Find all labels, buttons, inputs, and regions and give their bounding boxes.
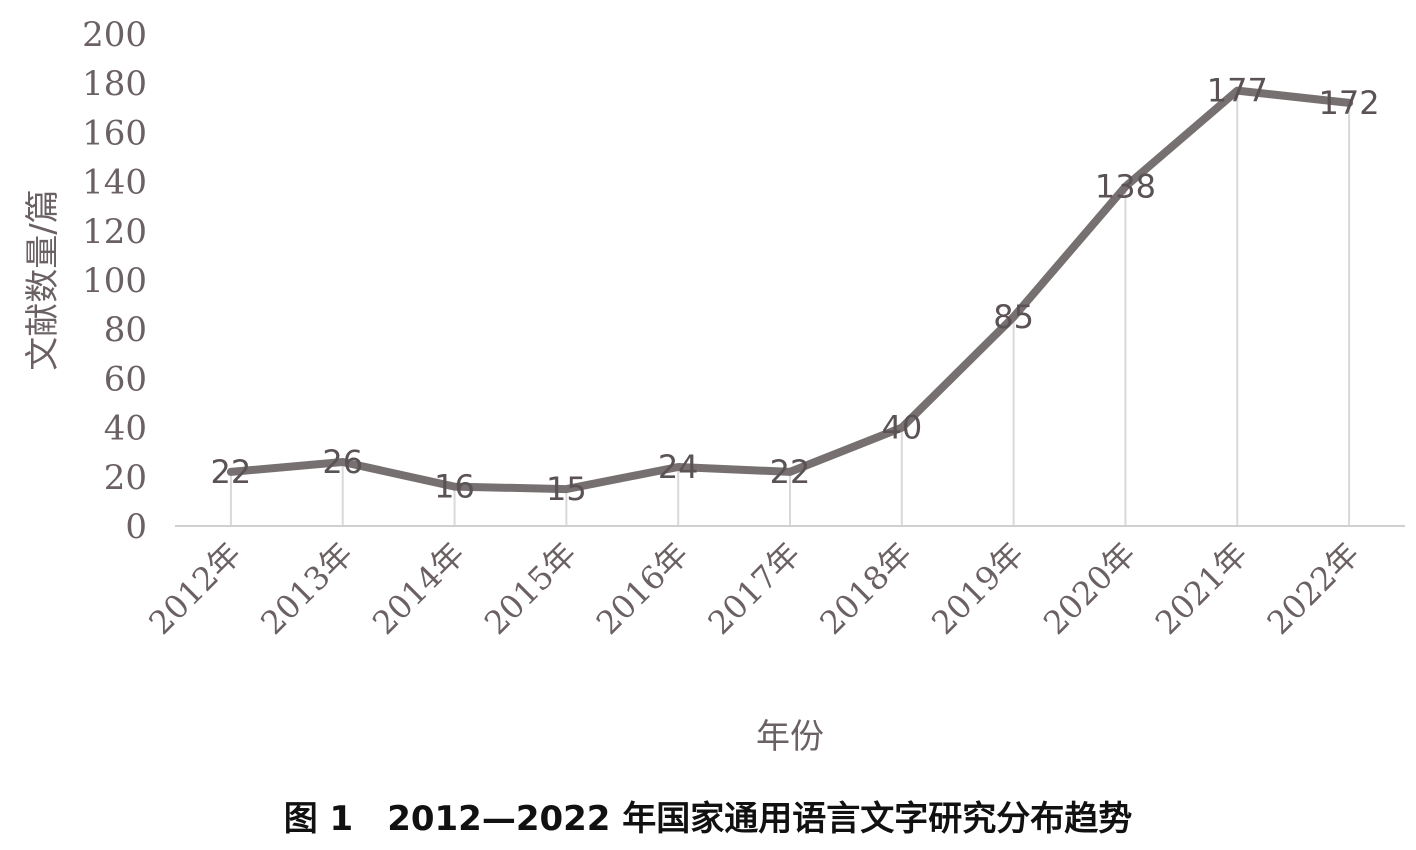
data-label: 22: [211, 453, 252, 491]
x-axis-ticks: 2012年 2013年 2014年 2015年 2016年 2017年 2018年 2019年…: [141, 535, 1366, 642]
data-label: 24: [658, 448, 699, 486]
data-label: 22: [770, 453, 811, 491]
data-label: 15: [546, 470, 587, 508]
y-tick-label: 140: [82, 163, 147, 203]
x-tick-label: 2015年: [477, 535, 584, 642]
x-tick-label: 2019年: [924, 535, 1031, 642]
y-tick-label: 100: [82, 261, 147, 301]
x-tick-label: 2017年: [701, 535, 808, 642]
y-tick-label: 200: [82, 15, 147, 55]
y-tick-label: 120: [82, 212, 147, 252]
y-tick-label: 40: [104, 409, 147, 449]
y-axis-label: 文献数量/篇: [23, 189, 63, 370]
x-tick-label: 2016年: [589, 535, 696, 642]
x-tick-label: 2013年: [253, 535, 360, 642]
y-tick-label: 80: [104, 310, 147, 350]
x-tick-label: 2021年: [1148, 535, 1255, 642]
data-label: 85: [993, 298, 1034, 336]
data-label: 172: [1319, 84, 1380, 122]
y-tick-label: 160: [82, 113, 147, 153]
data-label: 26: [322, 443, 363, 481]
data-label: 177: [1207, 72, 1268, 110]
x-tick-label: 2014年: [365, 535, 472, 642]
figure-caption: 图 1 2012—2022 年国家通用语言文字研究分布趋势: [284, 799, 1133, 839]
y-tick-label: 20: [104, 458, 147, 498]
x-tick-label: 2012年: [141, 535, 248, 642]
series-line: [226, 86, 1354, 494]
x-tick-label: 2022年: [1260, 535, 1367, 642]
drop-lines: [229, 90, 1351, 526]
data-label: 16: [434, 468, 475, 506]
x-tick-label: 2018年: [812, 535, 919, 642]
y-tick-label: 0: [125, 507, 147, 547]
x-tick-label: 2020年: [1036, 535, 1143, 642]
data-label: 40: [881, 409, 922, 447]
data-label: 138: [1095, 168, 1156, 206]
x-axis-label: 年份: [756, 717, 824, 757]
data-labels: 22 26 16 15 24 22 40 85 138 177 172: [211, 72, 1380, 509]
y-tick-label: 180: [82, 64, 147, 104]
y-axis-ticks: 0 20 40 60 80 100 120 140 160 180 200: [82, 15, 147, 547]
y-tick-label: 60: [104, 359, 147, 399]
